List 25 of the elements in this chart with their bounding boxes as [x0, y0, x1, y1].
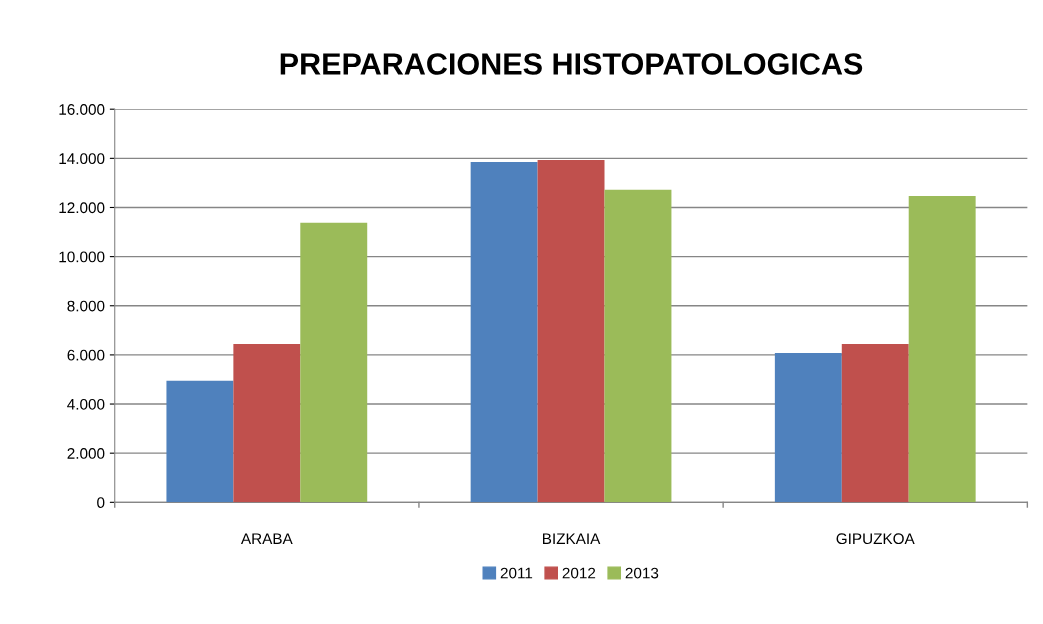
bar — [908, 195, 976, 503]
y-tick-label: 12.000 — [59, 202, 105, 214]
chart-title: PREPARACIONES HISTOPATOLOGICAS — [280, 53, 863, 75]
x-tick-label: BIZKAIA — [543, 533, 601, 544]
legend-label: 2013 — [625, 567, 659, 579]
bar — [841, 344, 909, 503]
bar — [233, 344, 301, 503]
y-tick-label: 0 — [97, 497, 105, 509]
y-tick-label: 14.000 — [59, 153, 105, 165]
bar — [300, 222, 368, 503]
y-tick-label: 4.000 — [67, 398, 105, 410]
y-tick-label: 10.000 — [59, 251, 105, 263]
bar — [604, 189, 672, 503]
x-tick-label: GIPUZKOA — [836, 533, 915, 545]
bar — [470, 162, 538, 503]
bar — [166, 380, 234, 503]
x-tick-label: ARABA — [240, 533, 293, 544]
y-tick-label: 8.000 — [67, 300, 105, 312]
y-tick-label: 6.000 — [67, 349, 105, 361]
bar — [537, 160, 605, 503]
y-tick-label: 16.000 — [59, 104, 105, 115]
legend-label: 2012 — [562, 567, 596, 579]
bar — [774, 352, 842, 503]
y-tick-label: 2.000 — [67, 448, 105, 459]
legend-label: 2011 — [500, 567, 533, 579]
